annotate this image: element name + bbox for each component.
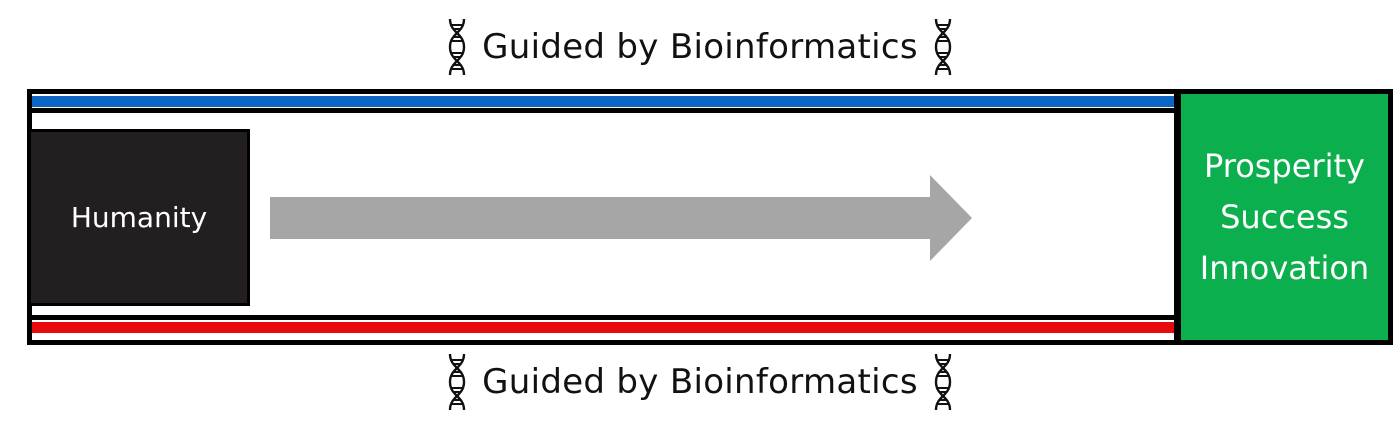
dna-icon xyxy=(932,16,954,78)
bottom-bar-rule xyxy=(32,315,1175,320)
outcome-line-innovation: Innovation xyxy=(1199,248,1370,287)
dna-icon xyxy=(446,16,468,78)
dna-icon xyxy=(446,351,468,413)
top-caption: Guided by Bioinformatics xyxy=(0,17,1400,77)
bottom-caption-text: Guided by Bioinformatics xyxy=(482,362,918,402)
outcome-line-prosperity: Prosperity xyxy=(1204,146,1365,185)
frame-divider xyxy=(1174,89,1181,345)
humanity-box: Humanity xyxy=(28,129,250,306)
outcome-box: Prosperity Success Innovation xyxy=(1181,94,1388,340)
bottom-caption: Guided by Bioinformatics xyxy=(0,352,1400,412)
humanity-label: Humanity xyxy=(70,201,208,234)
bottom-red-bar xyxy=(32,322,1175,333)
dna-icon xyxy=(932,351,954,413)
right-arrow xyxy=(270,175,972,261)
top-bar-rule xyxy=(32,108,1175,113)
top-caption-text: Guided by Bioinformatics xyxy=(482,27,918,67)
outcome-line-success: Success xyxy=(1220,197,1349,236)
top-blue-bar xyxy=(32,96,1175,107)
arrow-shape xyxy=(270,175,972,261)
